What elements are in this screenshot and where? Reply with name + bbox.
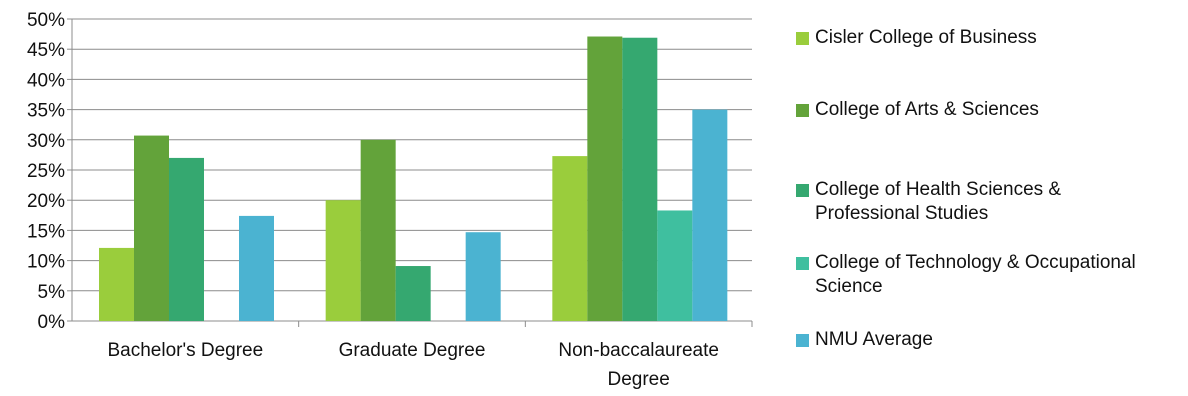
bar	[395, 266, 431, 321]
legend-swatch	[796, 32, 809, 45]
y-tick-label: 0%	[38, 312, 66, 333]
legend-item-cisler: Cisler College of Business	[796, 26, 1175, 50]
y-tick-label: 30%	[27, 131, 65, 152]
bar-chart: 0% 5% 10% 15% 20% 25% 30% 35% 40% 45% 50% Bachelor'…	[27, 10, 753, 390]
y-tick-label: 25%	[27, 161, 65, 182]
y-tick-label: 50%	[27, 10, 65, 31]
legend: Cisler College of Business College of Ar…	[796, 0, 1186, 396]
legend-item-arts-sciences: College of Arts & Sciences	[796, 98, 1175, 122]
y-tick-label: 5%	[38, 282, 66, 303]
legend-item-nmu-average: NMU Average	[796, 328, 1175, 352]
legend-swatch	[796, 104, 809, 117]
y-tick-label: 10%	[27, 252, 65, 273]
bar	[239, 215, 274, 321]
bar	[99, 247, 134, 321]
legend-item-health-sciences: College of Health Sciences & Professiona…	[796, 178, 1115, 226]
bar	[134, 135, 169, 321]
y-tick-label: 40%	[27, 70, 65, 91]
y-tick-label: 20%	[27, 191, 65, 212]
x-tick-label: Non-baccalaureate Degree	[558, 340, 719, 390]
legend-item-technology: College of Technology & Occupational Sci…	[796, 251, 1175, 299]
legend-label: Cisler College of Business	[815, 27, 1037, 48]
y-tick-label: 15%	[27, 221, 65, 242]
legend-swatch	[796, 334, 809, 347]
y-tick-label: 35%	[27, 101, 65, 122]
bar	[657, 210, 693, 321]
legend-label: College of Arts & Sciences	[815, 99, 1039, 120]
bar	[587, 36, 623, 322]
bar	[552, 156, 588, 321]
legend-label: NMU Average	[815, 329, 933, 350]
bar	[360, 139, 396, 321]
x-tick-label: Graduate Degree	[339, 340, 486, 361]
bar	[465, 232, 501, 321]
legend-label: College of Health Sciences & Professiona…	[815, 179, 1062, 224]
legend-swatch	[796, 184, 809, 197]
legend-swatch	[796, 257, 809, 270]
y-tick-label: 45%	[27, 40, 65, 61]
x-tick-label: Bachelor's Degree	[107, 340, 263, 361]
bar	[169, 157, 204, 321]
bar	[622, 37, 658, 321]
bar	[692, 109, 728, 321]
bar	[325, 200, 361, 321]
legend-label: College of Technology & Occupational Sci…	[815, 252, 1136, 297]
